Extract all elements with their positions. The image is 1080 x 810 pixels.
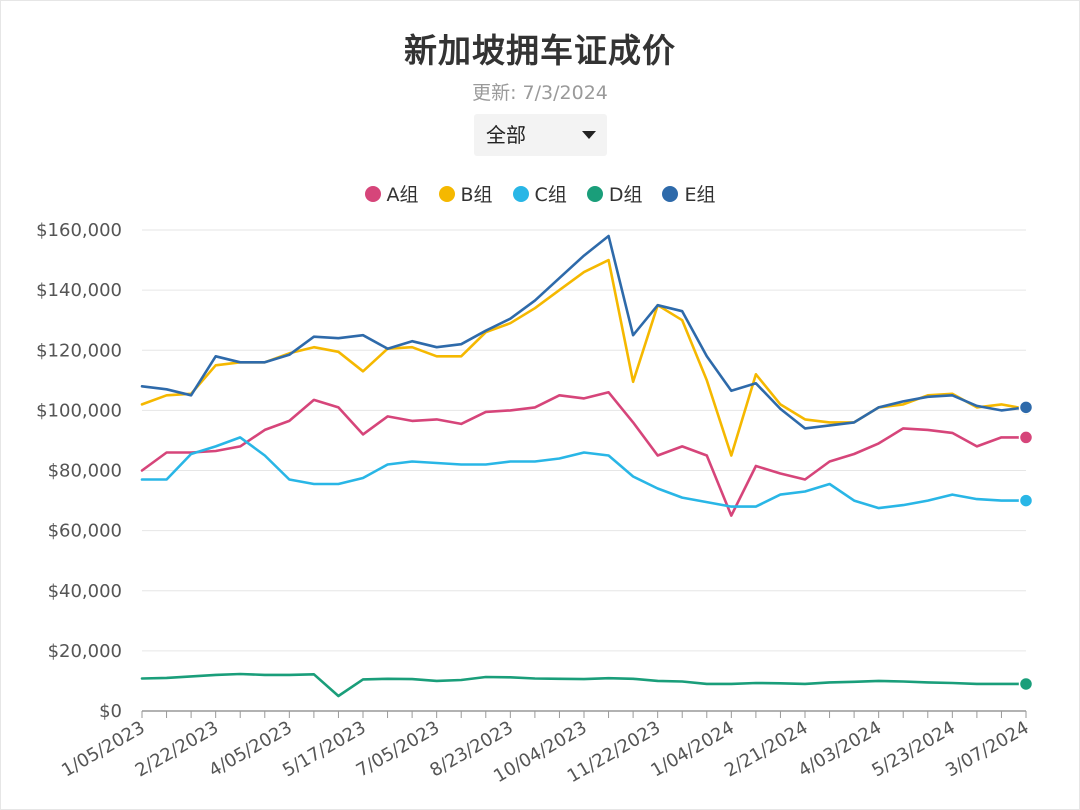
series-end-point: [1018, 400, 1034, 415]
legend-marker-icon: [586, 185, 603, 202]
legend-item[interactable]: A组: [364, 180, 419, 207]
legend-label: E组: [684, 184, 716, 206]
x-tick-label: 4/03/2024: [795, 717, 885, 781]
x-tick-label: 2/21/2024: [721, 717, 811, 781]
chart-title: 新加坡拥车证成价: [404, 31, 676, 70]
legend-marker-icon: [662, 185, 679, 202]
group-filter-dropdown[interactable]: 全部: [474, 114, 607, 156]
series-line: [140, 436, 1028, 510]
y-tick-label: $40,000: [48, 581, 122, 602]
legend-marker-icon: [438, 185, 455, 202]
x-tick-label: 4/05/2023: [205, 717, 295, 781]
series-line: [140, 672, 1028, 698]
y-tick-label: $120,000: [36, 340, 122, 361]
y-tick-label: $60,000: [48, 521, 122, 542]
chart-legend: A组 B组 C组 D组 E组: [0, 180, 1080, 207]
series-line: [140, 234, 1028, 430]
group-filter-value: 全部: [486, 123, 526, 147]
series-end-point: [1018, 430, 1034, 445]
legend-label: A组: [386, 184, 419, 206]
x-tick-label: 3/07/2024: [942, 717, 1032, 781]
series-end-point: [1018, 493, 1034, 508]
y-tick-label: $140,000: [36, 280, 122, 301]
legend-marker-icon: [364, 185, 381, 202]
x-tick-label: 7/05/2023: [353, 717, 443, 781]
chart-subtitle: 更新: 7/3/2024: [472, 82, 608, 104]
caret-down-icon: [582, 131, 596, 139]
legend-item[interactable]: E组: [662, 180, 715, 207]
y-tick-label: $160,000: [36, 220, 122, 241]
x-tick-label: 1/05/2023: [58, 717, 148, 781]
y-tick-label: $0: [99, 701, 122, 722]
x-tick-label: 1/04/2024: [647, 717, 737, 781]
y-tick-label: $100,000: [36, 400, 122, 421]
legend-label: C组: [534, 184, 567, 206]
series-line: [140, 390, 1028, 517]
legend-marker-icon: [512, 185, 529, 202]
y-tick-label: $20,000: [48, 641, 122, 662]
legend-item[interactable]: B组: [438, 180, 493, 207]
legend-label: B组: [460, 184, 493, 206]
legend-item[interactable]: C组: [512, 180, 567, 207]
series-end-point: [1018, 676, 1034, 692]
x-tick-label: 5/17/2023: [279, 717, 369, 781]
y-tick-label: $80,000: [48, 461, 122, 482]
x-tick-label: 2/22/2023: [132, 717, 222, 781]
x-tick-label: 5/23/2024: [868, 717, 958, 781]
legend-item[interactable]: D组: [586, 180, 643, 207]
legend-label: D组: [608, 184, 643, 206]
